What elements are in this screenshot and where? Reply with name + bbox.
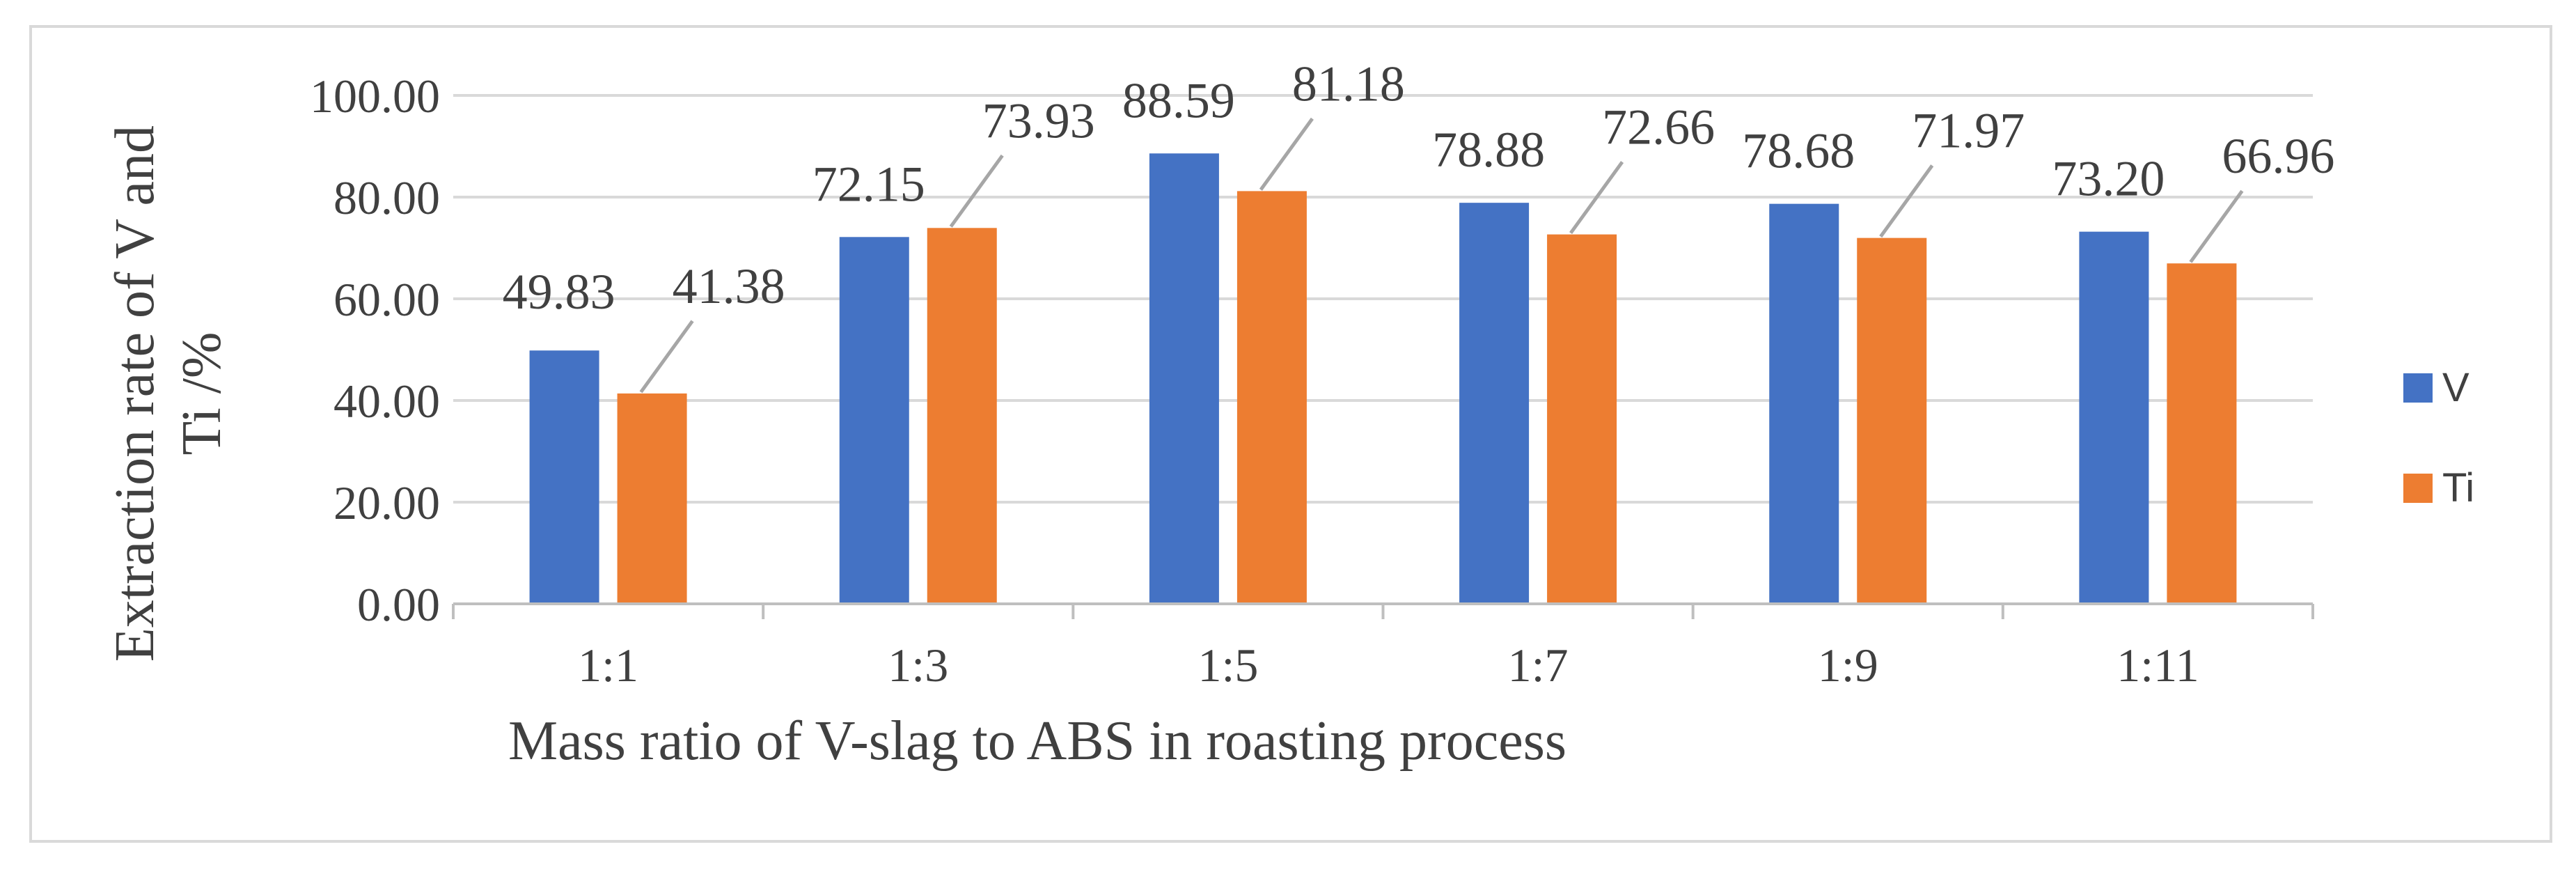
legend-swatch-ti <box>2403 474 2433 503</box>
data-label-ti-1-11: 66.96 <box>2222 128 2334 184</box>
x-tick-label-1-1: 1:1 <box>578 639 638 692</box>
leader-ti-1-1 <box>639 320 694 394</box>
data-label-v-1-11: 73.20 <box>2052 151 2165 207</box>
leader-ti-1-7 <box>1569 161 1624 235</box>
y-axis-ticks: 0.00 20.00 40.00 60.00 80.00 100.00 <box>310 70 440 631</box>
bar-v-1-11 <box>2079 231 2149 604</box>
bar-v-1-7 <box>1459 203 1530 604</box>
leader-ti-1-9 <box>1879 164 1934 238</box>
x-tick-label-1-5: 1:5 <box>1197 639 1258 692</box>
bar-v-1-3 <box>839 237 909 604</box>
bar-ti-1-1 <box>617 393 687 604</box>
data-label-ti-1-7: 72.66 <box>1602 100 1715 155</box>
bar-ti-1-11 <box>2167 263 2237 604</box>
bar-v-1-5 <box>1149 153 1219 605</box>
label-leader-lines <box>639 117 2244 394</box>
data-label-ti-1-1: 41.38 <box>673 258 785 314</box>
bar-ti-1-5 <box>1236 191 1307 604</box>
bar-ti-1-3 <box>927 228 997 604</box>
data-label-ti-1-3: 73.93 <box>982 93 1095 148</box>
x-axis-title: Mass ratio of V-slag to ABS in roasting … <box>508 710 1566 772</box>
leader-ti-1-11 <box>2189 189 2244 263</box>
y-tick-label-1: 20.00 <box>333 476 440 529</box>
bar-v-1-1 <box>529 350 599 604</box>
x-axis-ticks: 1:1 1:3 1:5 1:7 1:9 1:11 <box>578 639 2199 692</box>
bar-v-1-9 <box>1769 203 1839 604</box>
leader-ti-1-5 <box>1259 117 1314 191</box>
data-label-v-1-7: 78.88 <box>1432 122 1545 178</box>
data-labels: 49.83 72.15 88.59 78.88 78.68 73.20 41.38 73.93… <box>503 56 2335 320</box>
x-tick-label-1-9: 1:9 <box>1818 639 1878 692</box>
legend-label-v: V <box>2442 365 2469 410</box>
bar-ti-1-7 <box>1547 234 1617 604</box>
y-axis-title-line-2: Ti /% <box>171 332 233 455</box>
y-tick-label-0: 0.00 <box>357 578 440 631</box>
y-axis-title: Extraction rate of V and Ti /% <box>104 125 233 662</box>
x-tick-label-1-7: 1:7 <box>1508 639 1569 692</box>
data-label-v-1-5: 88.59 <box>1122 72 1235 128</box>
y-axis-title-line-1: Extraction rate of V and <box>104 125 166 662</box>
y-tick-label-3: 60.00 <box>333 273 440 326</box>
bar-ti-1-9 <box>1857 238 1927 604</box>
legend-swatch-v <box>2403 373 2433 403</box>
data-label-v-1-1: 49.83 <box>503 264 615 320</box>
legend-label-ti: Ti <box>2442 465 2474 511</box>
y-tick-label-4: 80.00 <box>333 171 440 224</box>
x-tick-label-1-11: 1:11 <box>2116 639 2199 692</box>
data-label-v-1-3: 72.15 <box>812 156 925 212</box>
leader-ti-1-3 <box>949 154 1004 228</box>
x-axis <box>452 602 2314 619</box>
y-tick-label-2: 40.00 <box>333 375 440 428</box>
bars <box>529 153 2237 605</box>
data-label-ti-1-9: 71.97 <box>1912 103 2025 159</box>
gridlines <box>453 94 2313 504</box>
x-tick-label-1-3: 1:3 <box>888 639 948 692</box>
y-tick-label-5: 100.00 <box>310 70 440 123</box>
data-label-v-1-9: 78.68 <box>1742 123 1855 179</box>
data-label-ti-1-5: 81.18 <box>1292 56 1405 111</box>
legend: V Ti <box>2403 365 2474 511</box>
